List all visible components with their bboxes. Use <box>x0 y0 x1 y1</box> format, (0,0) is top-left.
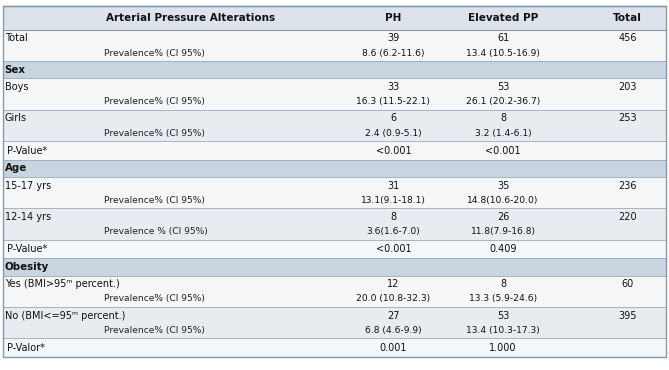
Text: Prevalence% (CI 95%): Prevalence% (CI 95%) <box>104 295 205 303</box>
Bar <box>3 110 666 141</box>
Text: <0.001: <0.001 <box>375 145 411 155</box>
Text: 8: 8 <box>500 279 506 289</box>
Text: 33: 33 <box>387 82 399 92</box>
Bar <box>3 141 666 160</box>
Text: 8: 8 <box>390 212 397 222</box>
Text: 26: 26 <box>497 212 509 222</box>
Bar <box>3 208 666 240</box>
Text: 16.3 (11.5-22.1): 16.3 (11.5-22.1) <box>357 97 430 106</box>
Text: 12-14 yrs: 12-14 yrs <box>5 212 51 222</box>
Bar <box>3 339 666 357</box>
Text: 8: 8 <box>500 113 506 123</box>
Text: Age: Age <box>5 164 27 174</box>
Text: 456: 456 <box>618 33 637 43</box>
Text: 0.001: 0.001 <box>379 343 407 353</box>
Text: No (BMI<=95ᵐ percent.): No (BMI<=95ᵐ percent.) <box>5 310 125 320</box>
Bar <box>3 276 666 307</box>
Text: Obesity: Obesity <box>5 262 49 272</box>
Text: Prevalence% (CI 95%): Prevalence% (CI 95%) <box>104 97 205 106</box>
Bar <box>3 240 666 259</box>
Text: 8.6 (6.2-11.6): 8.6 (6.2-11.6) <box>362 48 425 58</box>
Text: P-Valor*: P-Valor* <box>7 343 45 353</box>
Text: PH: PH <box>385 13 401 23</box>
Text: Prevalence % (CI 95%): Prevalence % (CI 95%) <box>104 227 207 236</box>
Text: Elevated PP: Elevated PP <box>468 13 539 23</box>
Text: Total: Total <box>613 13 642 23</box>
Text: 11.8(7.9-16.8): 11.8(7.9-16.8) <box>470 227 536 236</box>
Text: 1.000: 1.000 <box>489 343 517 353</box>
Text: <0.001: <0.001 <box>485 145 521 155</box>
Bar <box>3 6 666 30</box>
Text: 20.0 (10.8-32.3): 20.0 (10.8-32.3) <box>357 295 430 303</box>
Bar <box>3 307 666 339</box>
Bar <box>3 61 666 78</box>
Text: 3.6(1.6-7.0): 3.6(1.6-7.0) <box>367 227 420 236</box>
Text: 53: 53 <box>497 310 509 320</box>
Text: 35: 35 <box>497 181 509 191</box>
Text: Prevalence% (CI 95%): Prevalence% (CI 95%) <box>104 48 205 58</box>
Text: 53: 53 <box>497 82 509 92</box>
Text: 39: 39 <box>387 33 399 43</box>
Text: Prevalence% (CI 95%): Prevalence% (CI 95%) <box>104 129 205 138</box>
Text: 220: 220 <box>618 212 637 222</box>
Text: Arterial Pressure Alterations: Arterial Pressure Alterations <box>106 13 275 23</box>
Text: 6: 6 <box>390 113 397 123</box>
Text: Boys: Boys <box>5 82 28 92</box>
Text: Prevalence% (CI 95%): Prevalence% (CI 95%) <box>104 326 205 335</box>
Bar <box>3 30 666 61</box>
Text: 395: 395 <box>618 310 637 320</box>
Text: Prevalence% (CI 95%): Prevalence% (CI 95%) <box>104 196 205 205</box>
Text: <0.001: <0.001 <box>375 244 411 254</box>
Text: P-Value*: P-Value* <box>7 244 47 254</box>
Text: 61: 61 <box>497 33 509 43</box>
Text: 13.4 (10.3-17.3): 13.4 (10.3-17.3) <box>466 326 540 335</box>
Text: 3.2 (1.4-6.1): 3.2 (1.4-6.1) <box>475 129 531 138</box>
Text: Girls: Girls <box>5 113 27 123</box>
Text: 13.1(9.1-18.1): 13.1(9.1-18.1) <box>361 196 425 205</box>
Bar <box>3 160 666 177</box>
Text: 12: 12 <box>387 279 399 289</box>
Text: 27: 27 <box>387 310 399 320</box>
Text: 253: 253 <box>618 113 637 123</box>
Text: 31: 31 <box>387 181 399 191</box>
Bar <box>3 177 666 208</box>
Text: Yes (BMI>95ᵐ percent.): Yes (BMI>95ᵐ percent.) <box>5 279 120 289</box>
Text: 0.409: 0.409 <box>489 244 517 254</box>
Text: 26.1 (20.2-36.7): 26.1 (20.2-36.7) <box>466 97 540 106</box>
Text: Total: Total <box>5 33 27 43</box>
Text: 6.8 (4.6-9.9): 6.8 (4.6-9.9) <box>365 326 421 335</box>
Text: 2.4 (0.9-5.1): 2.4 (0.9-5.1) <box>365 129 421 138</box>
Text: 15-17 yrs: 15-17 yrs <box>5 181 51 191</box>
Text: 13.3 (5.9-24.6): 13.3 (5.9-24.6) <box>469 295 537 303</box>
Text: 236: 236 <box>618 181 637 191</box>
Text: 13.4 (10.5-16.9): 13.4 (10.5-16.9) <box>466 48 540 58</box>
Text: 203: 203 <box>618 82 637 92</box>
Text: 60: 60 <box>622 279 634 289</box>
Text: 14.8(10.6-20.0): 14.8(10.6-20.0) <box>468 196 539 205</box>
Bar <box>3 259 666 276</box>
Text: Sex: Sex <box>5 65 25 75</box>
Text: P-Value*: P-Value* <box>7 145 47 155</box>
Bar <box>3 78 666 110</box>
